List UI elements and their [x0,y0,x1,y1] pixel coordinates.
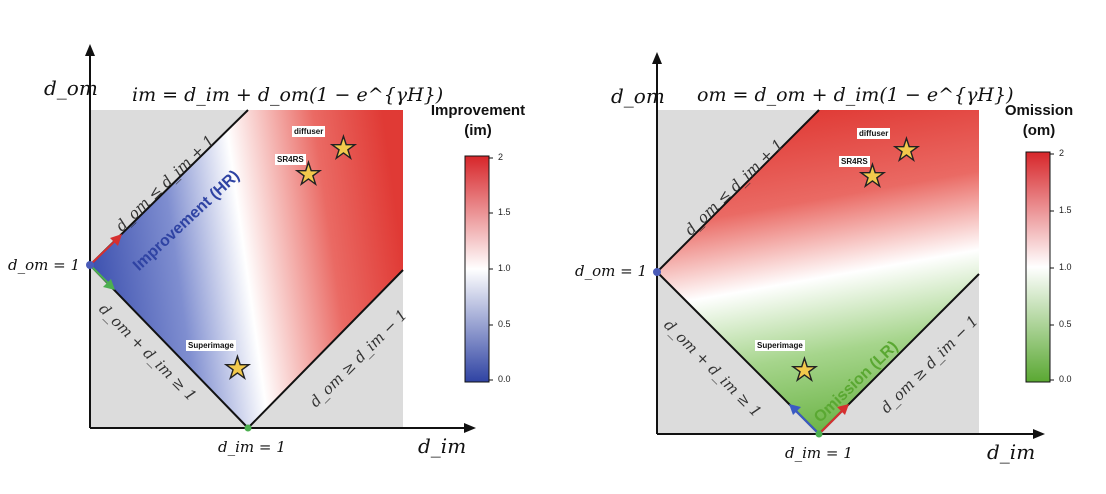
omission-plot [652,52,1054,439]
marker-label-diffuser: diffuser [292,126,326,137]
red-vector-head [837,404,849,415]
y-point-label: d_om = 1 [575,262,648,280]
right-boundary [247,269,404,429]
y-point-label: d_om = 1 [8,256,81,274]
colorbar-title: Omission (om) [989,101,1089,141]
improvement-plot [85,44,493,433]
red-vector [89,239,117,266]
colorbar-tick: 1.5 [498,207,511,217]
colorbar-tick: 1.0 [1059,262,1072,272]
colorbar-title-line1: Improvement [430,102,526,119]
y-axis-label: d_om [44,76,98,100]
colorbar-title-line2: (im) [464,122,492,139]
marker-diffuser: ★ [329,131,357,166]
colorbar-tick: 1.0 [498,263,511,273]
blue-vector [794,409,820,435]
colorbar-tick: 1.5 [1059,205,1072,215]
red-vector [818,409,844,435]
upper-boundary [656,109,820,273]
colorbar-tick: 0.5 [1059,319,1072,329]
x-axis-arrow [1033,429,1045,439]
marker-label-diffuser: diffuser [857,128,891,139]
formula: im = d_im + d_om(1 − e^{γH}) [132,84,444,106]
marker-diffuser: ★ [892,133,920,168]
blue-vector-head [789,404,801,415]
colorbar-title-line1: Omission [1004,102,1074,119]
colorbar-tick: 0.0 [1059,374,1072,384]
marker-label-superimage: Superimage [186,340,236,351]
x-point-label: d_im = 1 [218,438,286,456]
marker-sr4rs: ★ [294,157,322,192]
x-axis-label: d_im [987,440,1036,464]
colorbar-tick: 0.0 [498,374,511,384]
y-axis-label: d_om [611,84,665,108]
marker-label-sr4rs: SR4RS [275,154,306,165]
point-dom-1 [86,261,94,269]
point-dom-1 [653,268,661,276]
marker-label-superimage: Superimage [755,340,805,351]
y-axis-arrow [85,44,95,56]
formula: om = d_om + d_im(1 − e^{γH}) [697,84,1014,106]
green-vector [89,264,111,286]
marker-label-sr4rs: SR4RS [839,156,870,167]
marker-superimage: ★ [223,351,251,386]
valid-region [657,110,979,434]
x-axis-arrow [464,423,476,433]
colorbar-omission [1025,151,1051,383]
colorbar-tick: 2 [498,152,504,162]
improvement-panel: im = d_im + d_om(1 − e^{γH}) d_om d_im d… [8,44,546,458]
green-vector-head [103,279,115,290]
colorbar-title-line2: (om) [1022,122,1056,139]
red-vector-head [110,234,122,246]
colorbar-tick: 2 [1059,148,1065,158]
x-point-label: d_im = 1 [785,444,853,462]
omission-panel: om = d_om + d_im(1 − e^{γH}) d_om d_im d… [553,0,1106,494]
marker-superimage: ★ [790,353,818,388]
colorbar-title: Improvement (im) [410,101,546,141]
lower-boundary [89,264,249,429]
point-dim-1 [244,424,252,432]
marker-sr4rs: ★ [858,159,886,194]
colorbar-improvement [464,155,490,383]
x-axis-label: d_im [418,434,467,458]
point-dim-1 [815,430,823,438]
colorbar-tick: 0.5 [498,319,511,329]
y-axis-arrow [652,52,662,64]
